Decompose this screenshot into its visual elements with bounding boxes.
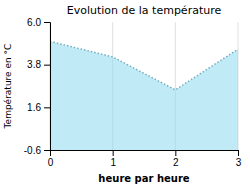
x-tick: 3 xyxy=(236,150,242,168)
x-tick-label: 0 xyxy=(48,157,54,168)
y-tick-label: 6.0 xyxy=(27,17,41,28)
y-axis: -0.6 1.6 3.8 6.0 xyxy=(24,17,51,156)
y-tick-label: 1.6 xyxy=(27,102,41,113)
title: Evolution de la température xyxy=(67,4,222,17)
y-tick-mark xyxy=(44,107,50,108)
x-tick-label: 2 xyxy=(173,157,179,168)
y-tick: 1.6 xyxy=(27,102,50,113)
line xyxy=(50,41,238,89)
area xyxy=(50,41,238,150)
chart: 0 1 2 3 -0.6 1.6 3.8 6.0 Evolution de la tempéra… xyxy=(0,0,250,188)
y-tick-mark xyxy=(44,22,50,23)
y-axis-title: Température en °C xyxy=(3,44,13,130)
x-axis-title: heure par heure xyxy=(98,173,189,184)
x-tick-label: 3 xyxy=(236,157,242,168)
x-tick-mark xyxy=(238,150,239,156)
x-tick-mark xyxy=(175,150,176,156)
y-tick-label: -0.6 xyxy=(24,145,42,156)
y-tick: 3.8 xyxy=(27,59,50,70)
y-tick-mark xyxy=(44,65,50,66)
x-tick: 2 xyxy=(173,150,179,168)
plot: 0 1 2 3 -0.6 1.6 3.8 6.0 xyxy=(24,17,242,168)
x-axis-line xyxy=(51,151,239,157)
grid xyxy=(50,22,238,150)
x-tick-label: 1 xyxy=(110,157,116,168)
x-axis: 0 1 2 3 xyxy=(48,150,242,168)
y-tick: 6.0 xyxy=(27,17,50,28)
y-tick-mark xyxy=(44,150,50,151)
y-axis-line xyxy=(44,23,51,151)
x-tick-mark xyxy=(113,150,114,156)
marks xyxy=(50,41,238,150)
y-tick: -0.6 xyxy=(24,145,50,156)
x-tick: 1 xyxy=(110,150,116,168)
y-tick-label: 3.8 xyxy=(27,59,41,70)
x-tick: 0 xyxy=(48,150,54,168)
